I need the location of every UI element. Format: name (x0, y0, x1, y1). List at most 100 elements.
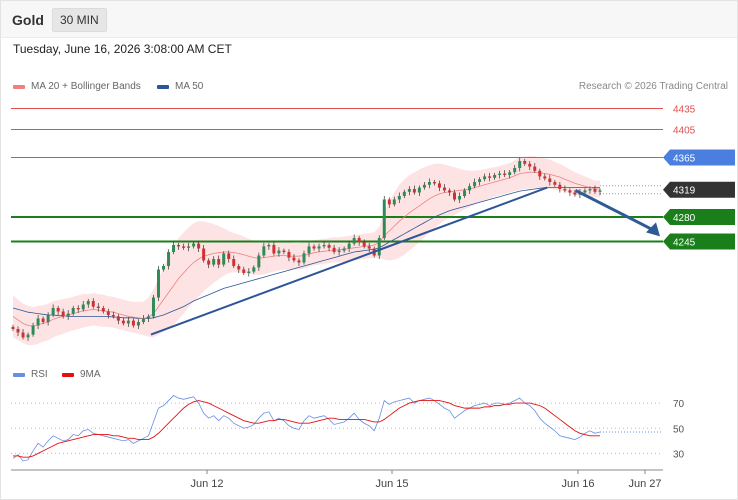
candle-body (397, 196, 401, 200)
candle-body (157, 269, 160, 298)
x-tick-label: Jun 15 (375, 478, 408, 490)
candle-body (468, 186, 472, 191)
candle-body (187, 246, 191, 248)
candle-body (237, 266, 241, 270)
candle-body (498, 173, 502, 175)
candle-body (222, 253, 226, 265)
header-bar: Gold 30 MIN (1, 1, 737, 38)
candle-body (146, 316, 150, 319)
symbol-title: Gold (12, 12, 44, 28)
candle-body (21, 332, 25, 338)
candle-body (96, 306, 100, 308)
rsi-label: RSI (31, 369, 48, 380)
candle-body (197, 243, 201, 249)
candle-body (442, 187, 446, 191)
candle-body (182, 246, 186, 248)
candle-body (357, 238, 361, 243)
candle-body (533, 166, 537, 171)
candle-body (51, 308, 55, 315)
ma50-label: MA 50 (175, 81, 204, 92)
candle-body (447, 190, 451, 193)
candle-body (232, 259, 236, 266)
candle-body (297, 260, 301, 263)
candle-body (367, 246, 371, 249)
candle-body (548, 178, 552, 182)
candle-body (382, 199, 386, 238)
credit-text: Research © 2026 Trading Central (578, 81, 728, 92)
rsi-tick-30: 30 (673, 449, 685, 460)
candle-body (101, 308, 105, 312)
candle-body (337, 250, 341, 252)
ma20-swatch (13, 84, 25, 89)
ma9-line (13, 400, 600, 458)
ma20-label: MA 20 + Bollinger Bands (31, 81, 141, 92)
candle-body (317, 246, 321, 249)
candle-body (56, 308, 60, 312)
candle-body (327, 245, 331, 248)
candle-body (212, 259, 216, 265)
level-label-4365: 4365 (673, 154, 696, 165)
candle-body (76, 308, 80, 310)
chart-datetime: Tuesday, June 16, 2026 3:08:00 AM CET (13, 42, 232, 56)
bollinger-band (13, 156, 600, 346)
candle-body (136, 322, 140, 326)
ma9-label: 9MA (80, 369, 101, 380)
candle-body (242, 269, 246, 273)
candle-body (86, 301, 90, 305)
candle-body (192, 243, 196, 247)
candle-body (427, 182, 431, 185)
level-label-4280: 4280 (673, 213, 696, 224)
candle-body (538, 170, 542, 177)
trendline (150, 186, 548, 336)
candle-body (282, 250, 286, 252)
candle-body (573, 192, 577, 195)
candle-body (177, 245, 181, 247)
candle-body (172, 245, 176, 252)
candle-body (91, 301, 95, 307)
candle-body (207, 260, 211, 265)
candle-body (332, 247, 336, 252)
candle-body (553, 182, 557, 185)
candle-body (257, 255, 261, 268)
candle-body (131, 320, 135, 326)
candle-body (277, 250, 281, 254)
candle-body (71, 308, 75, 314)
candle-body (508, 172, 512, 175)
candle-body (162, 266, 166, 270)
candle-body (46, 315, 50, 322)
candle-body (483, 176, 487, 180)
level-label-4405: 4405 (673, 126, 696, 137)
candle-body (523, 161, 527, 164)
candle-body (217, 259, 221, 265)
legend-ma20: MA 20 + Bollinger Bands (13, 81, 141, 92)
rsi-line (12, 395, 601, 462)
candle-body (543, 176, 547, 179)
x-tick-label: Jun 27 (628, 478, 661, 490)
x-tick-label: Jun 16 (561, 478, 594, 490)
candle-body (151, 297, 155, 317)
candle-body (267, 245, 271, 247)
candle-body (513, 168, 517, 173)
rsi-tick-70: 70 (673, 399, 685, 410)
candle-body (312, 246, 316, 249)
candle-body (287, 252, 291, 258)
timeframe-button[interactable]: 30 MIN (52, 8, 107, 32)
x-tick-label: Jun 12 (190, 478, 223, 490)
candle-body (473, 182, 477, 187)
level-tag-4365 (663, 149, 735, 166)
candle-body (407, 189, 411, 192)
candle-body (36, 318, 40, 326)
candle-body (322, 245, 326, 247)
candle-body (458, 196, 462, 200)
candle-body (141, 318, 145, 322)
candle-body (66, 313, 70, 317)
candle-body (412, 189, 416, 193)
candle-body (121, 320, 125, 324)
ma50-swatch (157, 84, 169, 89)
candle-body (106, 311, 110, 315)
candle-body (422, 184, 426, 188)
candle-body (262, 246, 266, 256)
candle-body (307, 246, 311, 254)
forecast-arrow-shaft (574, 189, 655, 232)
